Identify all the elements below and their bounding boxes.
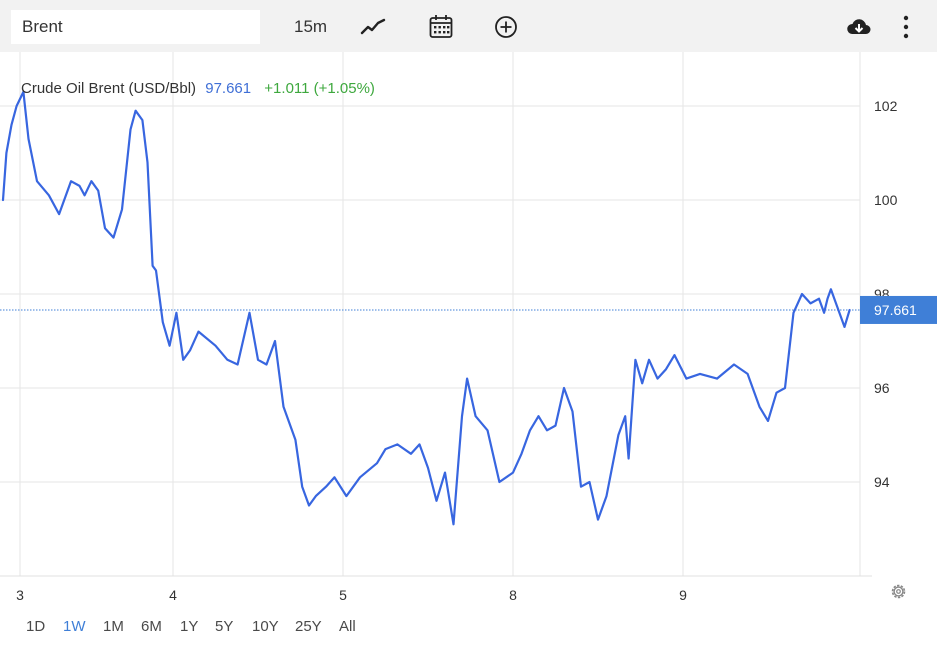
y-tick-label: 96 bbox=[874, 380, 890, 396]
toolbar: 15m bbox=[0, 0, 937, 52]
more-vertical-icon bbox=[891, 12, 921, 42]
last-price-label: 97.661 bbox=[874, 302, 917, 318]
range-button-1w[interactable]: 1W bbox=[63, 618, 86, 635]
download-icon bbox=[844, 12, 874, 42]
chart-type-button[interactable] bbox=[358, 12, 388, 42]
range-button-5y[interactable]: 5Y bbox=[215, 618, 234, 635]
range-selector: 1D 1W 1M 6M 1Y 5Y 10Y 25Y All bbox=[0, 610, 937, 644]
download-button[interactable] bbox=[844, 12, 874, 42]
range-button-1m[interactable]: 1M bbox=[103, 618, 124, 635]
price-series-line bbox=[1, 90, 851, 526]
y-tick-label: 94 bbox=[874, 474, 890, 490]
legend-price: 97.661 bbox=[205, 80, 251, 97]
legend: Crude Oil Brent (USD/Bbl) 97.661 +1.011 … bbox=[21, 80, 375, 97]
last-price-badge: 97.661 bbox=[860, 295, 937, 324]
symbol-search-input[interactable] bbox=[11, 10, 260, 44]
legend-change: +1.011 (+1.05%) bbox=[264, 80, 375, 97]
calendar-icon bbox=[426, 12, 456, 42]
x-tick-label: 5 bbox=[339, 587, 347, 603]
y-tick-label: 100 bbox=[874, 192, 898, 208]
range-button-all[interactable]: All bbox=[339, 618, 356, 635]
last-price-badge-bg bbox=[860, 295, 937, 324]
x-tick-label: 4 bbox=[169, 587, 177, 603]
range-button-1d[interactable]: 1D bbox=[26, 618, 46, 635]
interval-button[interactable]: 15m bbox=[286, 10, 335, 44]
chart-settings-button[interactable] bbox=[891, 584, 906, 599]
x-axis: 3 4 5 8 9 bbox=[16, 587, 687, 603]
more-options-button[interactable] bbox=[891, 12, 921, 42]
range-button-1y[interactable]: 1Y bbox=[180, 618, 199, 635]
gear-icon bbox=[891, 584, 906, 599]
range-button-6m[interactable]: 6M bbox=[141, 618, 162, 635]
calendar-button[interactable] bbox=[426, 12, 456, 42]
x-tick-label: 9 bbox=[679, 587, 687, 603]
add-indicator-icon bbox=[491, 12, 521, 42]
x-tick-label: 8 bbox=[509, 587, 517, 603]
y-tick-label: 102 bbox=[874, 98, 898, 114]
line-chart-icon bbox=[358, 12, 388, 42]
grid-lines bbox=[0, 52, 860, 576]
legend-series-name: Crude Oil Brent (USD/Bbl) bbox=[21, 80, 196, 97]
range-button-25y[interactable]: 25Y bbox=[295, 618, 322, 635]
x-tick-label: 3 bbox=[16, 587, 24, 603]
range-button-10y[interactable]: 10Y bbox=[252, 618, 279, 635]
add-indicator-button[interactable] bbox=[491, 12, 521, 42]
